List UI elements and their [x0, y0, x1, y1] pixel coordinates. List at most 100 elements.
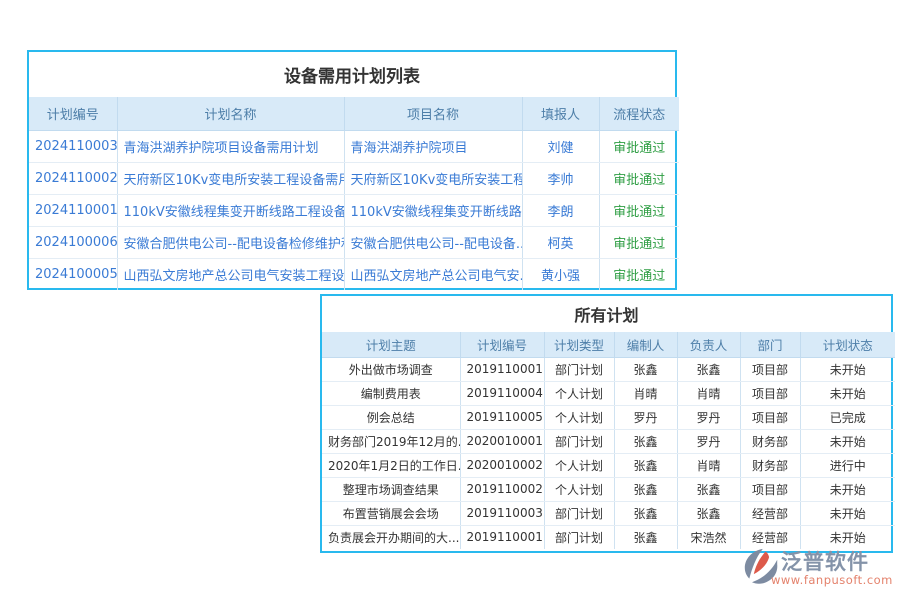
- table-cell[interactable]: 黄小强: [522, 258, 600, 290]
- table-row[interactable]: 2024100006 安徽合肥供电公司--配电设备检修维护和... 安徽合肥供电公司…: [29, 226, 679, 259]
- column-header: 计划编号: [460, 332, 545, 358]
- table-cell[interactable]: 天府新区10Kv变电所安装工程: [344, 162, 523, 195]
- table-cell: 未开始: [800, 429, 895, 454]
- table-cell[interactable]: 李朗: [522, 194, 600, 227]
- table-cell[interactable]: 2024110001: [29, 194, 118, 227]
- equipment-table-header-row: 计划编号 计划名称 项目名称 填报人 流程状态: [29, 97, 679, 131]
- table-cell[interactable]: 审批通过: [599, 130, 679, 163]
- table-row[interactable]: 2024110001110kV安徽线程集变开断线路工程设备需...110kV安徽…: [29, 194, 679, 227]
- column-header: 计划编号: [29, 97, 118, 131]
- table-cell: 罗丹: [677, 429, 741, 454]
- column-header: 计划状态: [800, 332, 895, 358]
- table-cell[interactable]: 柯英: [522, 226, 600, 259]
- table-cell[interactable]: 安徽合肥供电公司--配电设备检修维护和...: [117, 226, 345, 259]
- table-cell: 张鑫: [614, 429, 678, 454]
- table-cell[interactable]: 山西弘文房地产总公司电气安装工程设备...: [117, 258, 345, 290]
- fanpu-logo-brand-text: 泛普软件: [781, 550, 869, 574]
- table-cell: 个人计划: [544, 381, 615, 406]
- table-cell[interactable]: 审批通过: [599, 194, 679, 227]
- table-row[interactable]: 2024110002 天府新区10Kv变电所安装工程设备需用... 天府新区10Kv…: [29, 162, 679, 195]
- all-plans-header-row: 计划主题 计划编号 计划类型 编制人 负责人 部门 计划状态: [322, 332, 895, 358]
- equipment-demand-plan-table: 计划编号 计划名称 项目名称 填报人 流程状态 2024110003 青海洪湖养护院项目设…: [29, 97, 679, 290]
- table-cell: 项目部: [740, 357, 801, 382]
- table-cell: 财务部: [740, 429, 801, 454]
- table-cell[interactable]: 青海洪湖养护院项目: [344, 130, 523, 163]
- table-cell: 个人计划: [544, 477, 615, 502]
- column-header: 负责人: [677, 332, 741, 358]
- table-cell: 未开始: [800, 381, 895, 406]
- table-cell[interactable]: 2024110003: [29, 130, 118, 163]
- table-cell[interactable]: 刘健: [522, 130, 600, 163]
- equipment-demand-plan-list-panel: 设备需用计划列表 计划编号 计划名称 项目名称 填报人 流程状态 2024110003 青…: [27, 50, 679, 290]
- table-row[interactable]: 外出做市场调查 2019110001 部门计划 张鑫 张鑫 项目部 未开始: [322, 357, 895, 382]
- fanpu-logo: 泛普软件 www.fanpusoft.com: [743, 546, 893, 592]
- table-cell: 经营部: [740, 501, 801, 526]
- table-row[interactable]: 2024100005山西弘文房地产总公司电气安装工程设备...山西弘文房地产总公…: [29, 258, 679, 290]
- table-cell: 张鑫: [614, 357, 678, 382]
- table-cell[interactable]: 审批通过: [599, 162, 679, 195]
- fanpu-logo-url: www.fanpusoft.com: [771, 573, 893, 587]
- table-cell[interactable]: 山西弘文房地产总公司电气安...: [344, 258, 523, 290]
- table-cell: 编制费用表: [322, 381, 461, 406]
- table-cell[interactable]: 李帅: [522, 162, 600, 195]
- column-header: 流程状态: [599, 97, 679, 131]
- table-cell: 布置营销展会会场: [322, 501, 461, 526]
- table-cell: 肖晴: [677, 453, 741, 478]
- table-cell: 2019110001: [460, 357, 545, 382]
- column-header: 计划主题: [322, 332, 461, 358]
- table-cell[interactable]: 2024100006: [29, 226, 118, 259]
- equipment-table-title: 设备需用计划列表: [284, 67, 420, 87]
- table-cell[interactable]: 2024100005: [29, 258, 118, 290]
- table-row[interactable]: 2024110003 青海洪湖养护院项目设备需用计划 青海洪湖养护院项目 刘健 审批通过: [29, 130, 679, 163]
- table-row[interactable]: 例会总结 2019110005 个人计划 罗丹 罗丹 项目部 已完成: [322, 405, 895, 430]
- table-row[interactable]: 布置营销展会会场 2019110003 部门计划 张鑫 张鑫 经营部 未开始: [322, 501, 895, 526]
- table-cell[interactable]: 天府新区10Kv变电所安装工程设备需用...: [117, 162, 345, 195]
- column-header: 填报人: [522, 97, 600, 131]
- table-cell: 2019110001: [460, 525, 545, 549]
- table-cell[interactable]: 审批通过: [613, 268, 666, 284]
- table-cell: 宋浩然: [677, 525, 741, 549]
- fanpu-logo-icon: [743, 546, 779, 590]
- table-cell: 2019110003: [460, 501, 545, 526]
- column-header: 部门: [740, 332, 801, 358]
- table-cell: 张鑫: [614, 477, 678, 502]
- table-cell: 肖晴: [677, 381, 741, 406]
- table-row[interactable]: 负责展会开办期间的大... 2019110001 部门计划 张鑫 宋浩然 经营部 未开始: [322, 525, 895, 549]
- table-cell: 项目部: [740, 405, 801, 430]
- column-header: 项目名称: [344, 97, 523, 131]
- table-cell: 部门计划: [544, 357, 615, 382]
- table-cell: 个人计划: [544, 453, 615, 478]
- table-cell[interactable]: 青海洪湖养护院项目设备需用计划: [117, 130, 345, 163]
- table-cell: 项目部: [740, 477, 801, 502]
- table-cell: 张鑫: [614, 501, 678, 526]
- table-cell: 2020010001: [460, 429, 545, 454]
- table-cell: 张鑫: [677, 501, 741, 526]
- table-cell: 外出做市场调查: [322, 357, 461, 382]
- table-row[interactable]: 整理市场调查结果 2019110002 个人计划 张鑫 张鑫 项目部 未开始: [322, 477, 895, 502]
- all-plans-table: 计划主题 计划编号 计划类型 编制人 负责人 部门 计划状态 外出做市场调查 20191100…: [322, 332, 895, 549]
- column-header: 计划名称: [117, 97, 345, 131]
- table-row[interactable]: 编制费用表 2019110004 个人计划 肖晴 肖晴 项目部 未开始: [322, 381, 895, 406]
- table-row[interactable]: 2020年1月2日的工作日... 2020010002 个人计划 张鑫 肖晴 财务部 进行中: [322, 453, 895, 478]
- column-header: 计划类型: [544, 332, 615, 358]
- table-cell[interactable]: 审批通过: [599, 226, 679, 259]
- table-row[interactable]: 财务部门2019年12月的... 2020010001 部门计划 张鑫 罗丹 财务部 未开始: [322, 429, 895, 454]
- table-cell: 罗丹: [614, 405, 678, 430]
- table-cell: 财务部: [740, 453, 801, 478]
- table-cell: 2019110005: [460, 405, 545, 430]
- table-cell: 负责展会开办期间的大...: [322, 525, 461, 549]
- table-cell: 张鑫: [677, 477, 741, 502]
- table-cell: 个人计划: [544, 405, 615, 430]
- table-cell[interactable]: 安徽合肥供电公司--配电设备...: [344, 226, 523, 259]
- table-cell: 2020010002: [460, 453, 545, 478]
- table-cell: 经营部: [740, 525, 801, 549]
- table-cell: 未开始: [800, 357, 895, 382]
- table-cell: 整理市场调查结果: [322, 477, 461, 502]
- table-cell[interactable]: 110kV安徽线程集变开断线路...: [344, 194, 523, 227]
- table-cell: 2019110004: [460, 381, 545, 406]
- table-cell: 未开始: [829, 530, 866, 545]
- table-cell[interactable]: 110kV安徽线程集变开断线路工程设备需...: [117, 194, 345, 227]
- table-cell: 部门计划: [544, 429, 615, 454]
- table-cell: 张鑫: [614, 453, 678, 478]
- table-cell[interactable]: 2024110002: [29, 162, 118, 195]
